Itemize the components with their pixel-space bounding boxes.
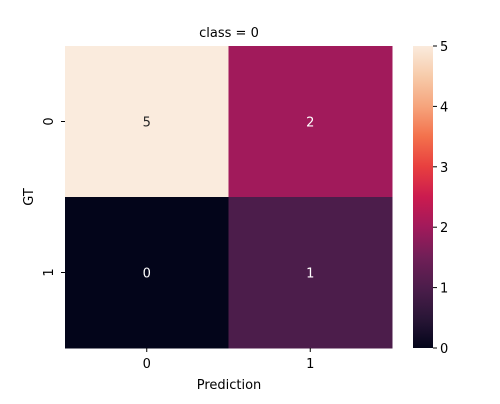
colorbar-ticks: 0 1 2 3 4 5 bbox=[433, 40, 448, 357]
y-tick-label: 1 bbox=[42, 268, 57, 276]
colorbar-tick-label: 0 bbox=[440, 342, 448, 357]
cell-value-label: 2 bbox=[306, 116, 314, 131]
colorbar-tick-label: 1 bbox=[440, 282, 448, 297]
colorbar-tick-label: 4 bbox=[440, 100, 448, 115]
chart-title: class = 0 bbox=[199, 26, 259, 41]
heatmap-cell bbox=[228, 197, 393, 349]
x-axis-label: Prediction bbox=[197, 378, 262, 393]
heatmap-cells bbox=[65, 46, 393, 349]
colorbar-tick-label: 5 bbox=[440, 40, 448, 55]
cell-value-label: 0 bbox=[143, 267, 151, 282]
y-tick-label: 0 bbox=[42, 117, 57, 125]
colorbar-gradient bbox=[413, 46, 433, 348]
x-tick-label: 0 bbox=[143, 357, 151, 372]
colorbar: 0 1 2 3 4 5 bbox=[413, 40, 448, 357]
colorbar-tick-label: 3 bbox=[440, 161, 448, 176]
cell-value-label: 1 bbox=[306, 267, 314, 282]
y-axis: 01 bbox=[42, 117, 65, 277]
heatmap-cell bbox=[228, 46, 393, 198]
heatmap-cell bbox=[65, 46, 229, 198]
x-tick-label: 1 bbox=[306, 357, 314, 372]
y-axis-label: GT bbox=[22, 188, 37, 206]
heatmap-cell-labels: 5 2 0 1 bbox=[143, 116, 315, 282]
colorbar-tick-label: 2 bbox=[440, 221, 448, 236]
cell-value-label: 5 bbox=[143, 116, 151, 131]
heatmap-cell bbox=[65, 197, 229, 349]
